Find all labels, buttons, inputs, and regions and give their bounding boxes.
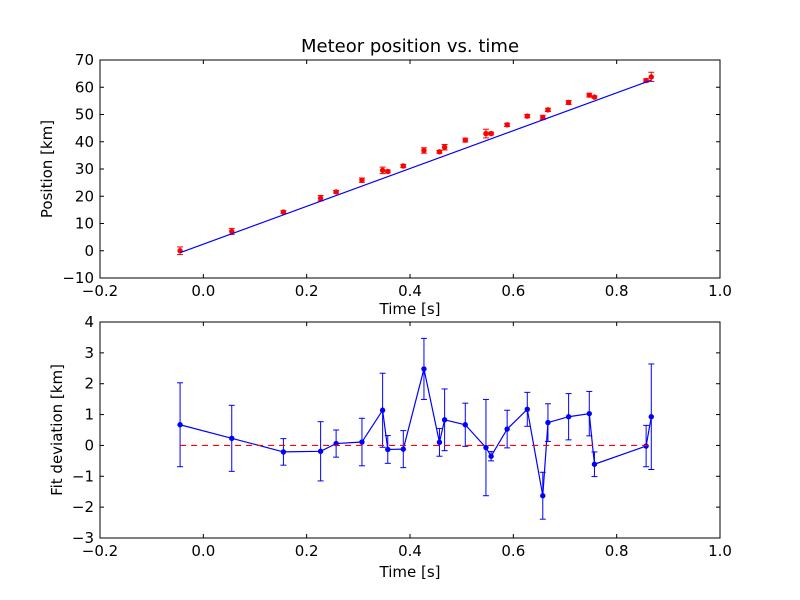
deviation-y-tick-label: 1: [84, 406, 94, 424]
position-y-tick-label: 0: [84, 242, 94, 260]
deviation-x-tick-label: 0.0: [191, 542, 215, 560]
position-data-point: [504, 122, 510, 128]
position-data-point: [317, 195, 324, 201]
position-data-layer: [177, 71, 655, 256]
position-y-axis-label: Position [km]: [38, 120, 56, 218]
deviation-data-point: [400, 446, 406, 452]
chart-title: Meteor position vs. time: [301, 36, 519, 57]
deviation-data-point: [540, 493, 546, 499]
deviation-data-point: [643, 443, 649, 449]
deviation-data-point: [229, 435, 235, 442]
deviation-x-tick-label: 0.6: [501, 542, 525, 560]
deviation-y-tick-label: 3: [84, 344, 94, 362]
position-data-point: [421, 147, 427, 154]
position-y-tick-label: 10: [75, 215, 94, 233]
position-y-tick-label: 60: [75, 78, 94, 96]
deviation-data-point: [586, 410, 592, 417]
position-data-point: [333, 189, 339, 195]
deviation-data-point: [648, 414, 654, 420]
position-x-tick-label: 0.4: [398, 282, 422, 300]
position-y-tick-label: 70: [75, 51, 94, 69]
deviation-y-tick-label: −3: [72, 529, 94, 547]
deviation-data-point: [483, 444, 489, 451]
deviation-data-point: [421, 366, 427, 372]
deviation-data-point: [591, 461, 598, 467]
position-data-point: [441, 144, 448, 150]
position-axes-frame: [99, 59, 721, 279]
deviation-y-tick-label: 4: [84, 313, 94, 331]
deviation-y-tick-label: −2: [72, 498, 94, 516]
deviation-data-point: [441, 417, 448, 423]
position-data-point: [385, 168, 391, 175]
position-data-point: [591, 94, 598, 100]
position-data-point: [436, 149, 443, 155]
position-y-tick-label: −10: [62, 269, 94, 287]
deviation-data-point: [317, 448, 324, 454]
deviation-ticks: −0.2 0.0 0.2 0.4 0.6 0.8 1.0 −3 −2 −1 0 1 2 3 4: [72, 313, 732, 560]
deviation-x-tick-label: 0.4: [398, 542, 422, 560]
deviation-data-point: [504, 426, 510, 432]
deviation-y-tick-label: 2: [84, 375, 94, 393]
deviation-line: [179, 368, 652, 496]
position-y-tick-label: 30: [75, 160, 94, 178]
position-data-point: [462, 137, 468, 143]
position-data-point: [280, 209, 287, 215]
deviation-y-tick-label: 0: [84, 436, 94, 454]
deviation-y-tick-label: −1: [72, 467, 94, 485]
position-data-point: [648, 74, 654, 80]
deviation-data-point: [565, 414, 572, 420]
position-data-point: [379, 167, 386, 174]
position-y-tick-label: 50: [75, 106, 94, 124]
position-x-axis-label: Time [s]: [379, 300, 441, 318]
deviation-data-point: [545, 419, 551, 426]
deviation-y-axis-label: Fit deviation [km]: [48, 364, 66, 496]
deviation-x-tick-label: 0.8: [605, 542, 629, 560]
position-data-point: [545, 107, 551, 113]
deviation-axes-frame: [99, 321, 721, 539]
deviation-x-axis-label: Time [s]: [379, 563, 441, 581]
deviation-data-point: [524, 406, 530, 413]
deviation-x-tick-label: 0.2: [295, 542, 319, 560]
deviation-x-tick-label: −0.2: [82, 542, 118, 560]
position-data-point: [400, 163, 406, 169]
deviation-data-point: [385, 446, 391, 453]
deviation-data-point: [436, 439, 443, 446]
position-x-tick-label: −0.2: [82, 282, 118, 300]
position-y-tick-label: 40: [75, 133, 94, 151]
deviation-data-point: [359, 439, 365, 445]
position-x-tick-label: 0.8: [605, 282, 629, 300]
position-chart: Meteor position vs. time −0.2 0.0 0.2 0.4 0.…: [38, 36, 732, 318]
position-x-tick-label: 0.0: [191, 282, 215, 300]
deviation-data-point: [379, 407, 386, 413]
position-data-point: [488, 130, 494, 137]
deviation-data-point: [280, 449, 287, 455]
position-data-point: [565, 99, 572, 106]
deviation-data-point: [177, 422, 183, 428]
position-x-tick-label: 0.2: [295, 282, 319, 300]
fit-line: [179, 79, 652, 254]
position-x-tick-label: 0.6: [501, 282, 525, 300]
position-y-tick-label: 20: [75, 187, 94, 205]
position-data-point: [483, 130, 489, 137]
deviation-data-layer: [177, 337, 655, 520]
position-data-point: [359, 177, 365, 183]
deviation-chart: −0.2 0.0 0.2 0.4 0.6 0.8 1.0 −3 −2 −1 0 1 2 3 4 Time […: [48, 313, 732, 581]
deviation-x-tick-label: 1.0: [708, 542, 732, 560]
position-x-tick-label: 1.0: [708, 282, 732, 300]
position-data-point: [586, 92, 592, 98]
position-data-point: [524, 113, 530, 119]
deviation-data-point: [488, 453, 494, 459]
deviation-data-point: [462, 422, 468, 428]
position-ticks: −0.2 0.0 0.2 0.4 0.6 0.8 1.0 −10 0 10 20 30 40 50 60 70: [62, 51, 732, 300]
